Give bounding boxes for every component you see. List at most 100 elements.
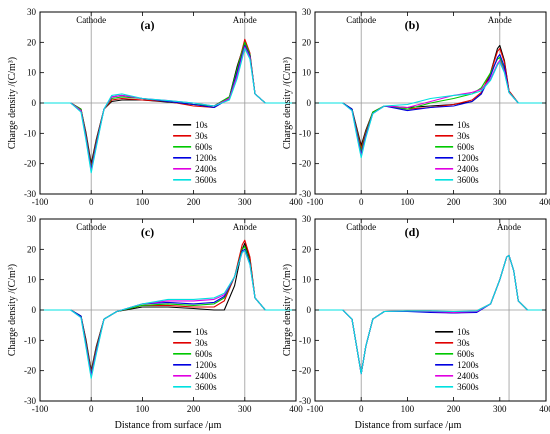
x-tick-label: 200: [447, 197, 461, 207]
legend-label-2400s: 2400s: [195, 371, 217, 381]
legend-label-3600s: 3600s: [195, 175, 217, 185]
x-tick-label: 400: [289, 197, 303, 207]
x-tick-label: -100: [307, 404, 324, 414]
x-axis-label-left: Distance from surface /μm: [115, 420, 222, 431]
x-tick-label: -100: [32, 197, 49, 207]
legend-label-1200s: 1200s: [457, 153, 479, 163]
panel-label: (a): [141, 18, 155, 32]
y-tick-label: 0: [307, 305, 312, 315]
x-tick-label: -100: [307, 197, 324, 207]
panel-label: (b): [405, 18, 420, 32]
series-line-10s: [315, 254, 546, 375]
legend-label-10s: 10s: [457, 327, 470, 337]
chart-panel-2: CathodeAnode-1000100200300400-30-20-1001…: [282, 7, 550, 207]
y-axis-label: Charge density /(C/m³): [7, 264, 18, 356]
legend-label-30s: 30s: [457, 131, 470, 141]
y-tick-label: -10: [299, 335, 311, 345]
y-tick-label: 30: [302, 214, 312, 224]
series-line-30s: [315, 254, 546, 375]
electrode-label-anode: Anode: [233, 15, 257, 25]
y-tick-label: -30: [24, 189, 36, 199]
y-tick-label: 10: [302, 68, 312, 78]
series-line-600s: [315, 56, 546, 153]
y-tick-label: -10: [24, 128, 36, 138]
legend-label-2400s: 2400s: [457, 371, 479, 381]
x-tick-label: 200: [187, 197, 201, 207]
series-line-1200s: [315, 254, 546, 375]
legend-label-30s: 30s: [195, 338, 208, 348]
legend-label-1200s: 1200s: [457, 360, 479, 370]
series-line-3600s: [40, 250, 296, 379]
x-tick-label: 100: [136, 404, 150, 414]
legend-label-3600s: 3600s: [457, 175, 479, 185]
x-tick-label: 0: [359, 197, 364, 207]
series-line-3600s: [315, 61, 546, 159]
electrode-label-cathode: Cathode: [76, 222, 106, 232]
panel-label: (c): [141, 225, 154, 239]
series-line-2400s: [315, 254, 546, 375]
y-tick-label: 20: [302, 244, 312, 254]
y-tick-label: 20: [27, 244, 37, 254]
y-axis-label: Charge density /(C/m³): [282, 264, 293, 356]
legend-label-1200s: 1200s: [195, 360, 217, 370]
y-tick-label: 0: [32, 305, 37, 315]
series-line-2400s: [40, 250, 296, 378]
y-tick-label: 30: [27, 7, 37, 17]
legend-label-600s: 600s: [457, 349, 475, 359]
series-line-600s: [315, 254, 546, 375]
chart-panel-4: CathodeAnode-1000100200300400-30-20-1001…: [282, 214, 550, 414]
panel-label: (d): [405, 225, 420, 239]
legend-label-30s: 30s: [195, 131, 208, 141]
x-tick-label: 0: [359, 404, 364, 414]
x-tick-label: 300: [493, 404, 507, 414]
y-tick-label: -20: [24, 159, 36, 169]
electrode-label-anode: Anode: [488, 15, 512, 25]
y-tick-label: 10: [27, 68, 37, 78]
x-tick-label: 300: [493, 197, 507, 207]
y-tick-label: 30: [302, 7, 312, 17]
y-tick-label: -20: [299, 159, 311, 169]
y-tick-label: -30: [299, 189, 311, 199]
x-tick-label: -100: [32, 404, 49, 414]
x-tick-label: 400: [539, 404, 550, 414]
legend-label-600s: 600s: [195, 142, 213, 152]
y-tick-label: -20: [24, 366, 36, 376]
x-tick-label: 300: [238, 404, 252, 414]
series-line-3600s: [315, 254, 546, 375]
x-tick-label: 0: [89, 404, 94, 414]
legend-label-30s: 30s: [457, 338, 470, 348]
series-line-10s: [40, 242, 296, 372]
electrode-label-anode: Anode: [233, 222, 257, 232]
x-tick-label: 200: [447, 404, 461, 414]
x-tick-label: 100: [401, 197, 415, 207]
y-tick-label: 0: [32, 98, 37, 108]
legend-label-600s: 600s: [457, 142, 475, 152]
x-tick-label: 100: [136, 197, 150, 207]
y-tick-label: -10: [299, 128, 311, 138]
y-tick-label: 0: [307, 98, 312, 108]
x-axis-label-right: Distance from surface /μm: [355, 420, 462, 431]
legend-label-3600s: 3600s: [457, 382, 479, 392]
y-tick-label: 10: [302, 275, 312, 285]
y-tick-label: -10: [24, 335, 36, 345]
legend-label-2400s: 2400s: [195, 164, 217, 174]
y-tick-label: -20: [299, 366, 311, 376]
y-axis-label: Charge density /(C/m³): [7, 57, 18, 149]
series-line-30s: [40, 239, 296, 373]
y-axis-label: Charge density /(C/m³): [282, 57, 293, 149]
x-tick-label: 300: [238, 197, 252, 207]
x-tick-label: 400: [289, 404, 303, 414]
legend-label-1200s: 1200s: [195, 153, 217, 163]
series-line-600s: [40, 41, 296, 169]
x-tick-label: 400: [539, 197, 550, 207]
legend-label-600s: 600s: [195, 349, 213, 359]
x-tick-label: 0: [89, 197, 94, 207]
y-tick-label: -30: [299, 396, 311, 406]
legend-label-10s: 10s: [195, 120, 208, 130]
legend-label-2400s: 2400s: [457, 164, 479, 174]
y-tick-label: 10: [27, 275, 37, 285]
legend-label-10s: 10s: [457, 120, 470, 130]
x-tick-label: 200: [187, 404, 201, 414]
y-tick-label: -30: [24, 396, 36, 406]
